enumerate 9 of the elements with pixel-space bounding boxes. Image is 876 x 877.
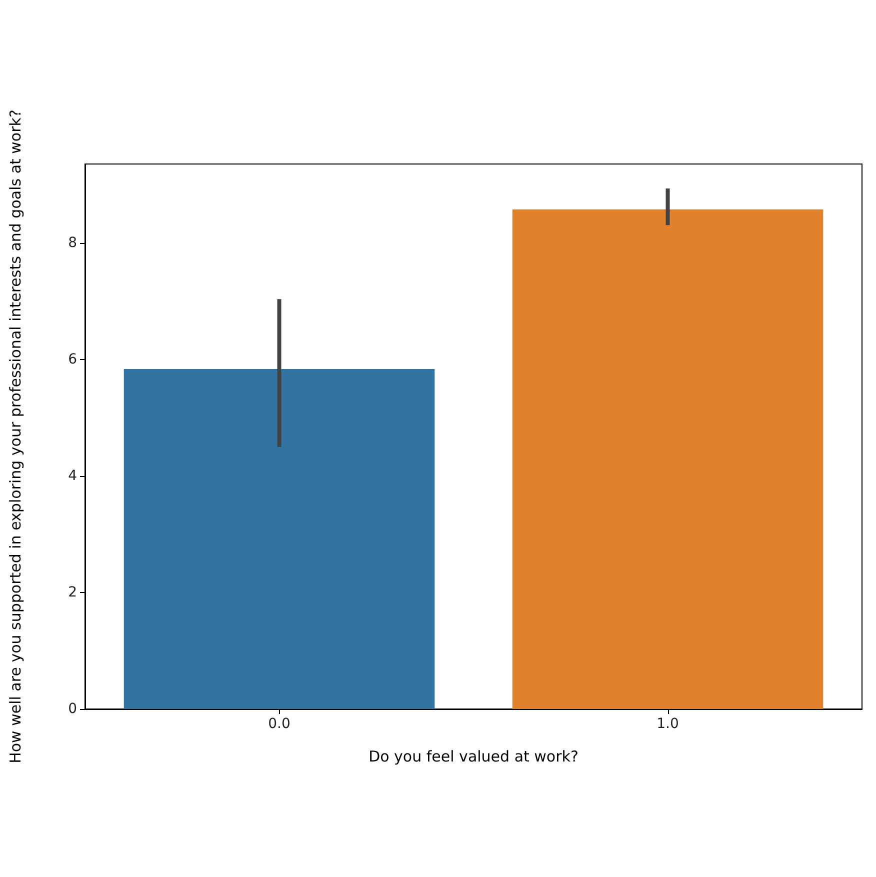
y-tick-label: 4 — [68, 468, 78, 484]
y-tick-label: 0 — [68, 701, 77, 717]
y-axis-title: How well are you supported in exploring your professional interests and goals at work? — [6, 110, 24, 764]
y-tick-label: 8 — [68, 235, 77, 252]
x-tick-label: 1.0 — [656, 716, 679, 732]
x-axis-title: Do you feel valued at work? — [368, 748, 578, 766]
x-tick-label: 0.0 — [268, 716, 290, 732]
y-tick-label: 2 — [68, 584, 77, 601]
y-tick-label: 6 — [68, 352, 78, 368]
